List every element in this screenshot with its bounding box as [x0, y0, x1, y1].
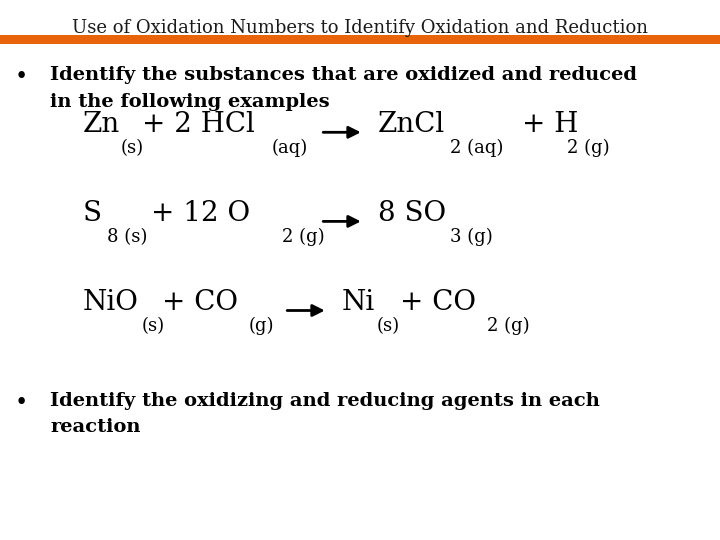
Text: S: S [83, 200, 102, 227]
Text: reaction: reaction [50, 418, 141, 436]
Text: Use of Oxidation Numbers to Identify Oxidation and Reduction: Use of Oxidation Numbers to Identify Oxi… [72, 19, 648, 37]
Text: (s): (s) [142, 317, 165, 335]
Text: + 2 HCl: + 2 HCl [142, 111, 255, 138]
Text: in the following examples: in the following examples [50, 93, 330, 111]
FancyBboxPatch shape [0, 35, 720, 44]
Text: •: • [14, 392, 27, 414]
Text: + CO: + CO [400, 289, 476, 316]
Text: NiO: NiO [83, 289, 139, 316]
Text: ZnCl: ZnCl [378, 111, 445, 138]
Text: Ni: Ni [342, 289, 375, 316]
Text: Identify the oxidizing and reducing agents in each: Identify the oxidizing and reducing agen… [50, 392, 600, 409]
Text: •: • [14, 66, 27, 88]
Text: (aq): (aq) [271, 139, 307, 157]
Text: (s): (s) [120, 139, 143, 157]
Text: Zn: Zn [83, 111, 120, 138]
Text: + CO: + CO [162, 289, 238, 316]
Text: 2 (aq): 2 (aq) [450, 139, 503, 157]
Text: (g): (g) [248, 317, 274, 335]
Text: 3 (g): 3 (g) [450, 228, 492, 246]
Text: Identify the substances that are oxidized and reduced: Identify the substances that are oxidize… [50, 66, 637, 84]
Text: 8 SO: 8 SO [378, 200, 446, 227]
Text: + H: + H [522, 111, 578, 138]
Text: + 12 O: + 12 O [151, 200, 251, 227]
Text: 2 (g): 2 (g) [487, 317, 530, 335]
Text: 8 (s): 8 (s) [107, 228, 148, 246]
Text: (s): (s) [377, 317, 400, 335]
Text: 2 (g): 2 (g) [282, 228, 325, 246]
Text: 2 (g): 2 (g) [567, 139, 609, 157]
